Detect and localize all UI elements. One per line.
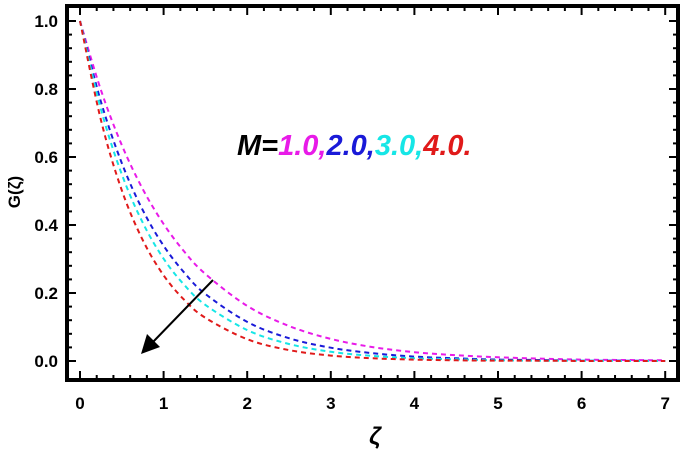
- x-tick-label: 0: [75, 394, 84, 413]
- y-tick-label: 0.4: [34, 216, 58, 235]
- y-tick-label: 1.0: [34, 12, 58, 31]
- x-tick-label: 1: [159, 394, 168, 413]
- x-axis-title: ζ: [369, 423, 382, 450]
- annotation-value-4: 4.0.: [422, 130, 471, 162]
- series-line-1: [79, 20, 666, 362]
- x-tick-label: 6: [577, 394, 586, 413]
- x-tick-label: 4: [410, 394, 420, 413]
- y-tick-label: 0.2: [34, 284, 58, 303]
- series-line-3: [79, 20, 666, 363]
- y-tick-label: 0.8: [34, 80, 58, 99]
- annotation-value-2: 2.0,: [325, 130, 374, 162]
- x-tick-labels: 0 1 2 3 4 5 6 7: [75, 394, 670, 413]
- annotation-value-3: 3.0,: [375, 130, 423, 162]
- y-axis-title: G(ζ): [5, 176, 24, 208]
- y-tick-label: 0.6: [34, 148, 58, 167]
- curves: [79, 20, 666, 363]
- annotation-value-1: 1.0,: [278, 130, 326, 162]
- y-tick-labels: 0.0 0.2 0.4 0.6 0.8 1.0: [34, 12, 58, 371]
- x-tick-label: 2: [242, 394, 251, 413]
- annotation-prefix: M=: [237, 130, 278, 162]
- x-tick-label: 7: [660, 394, 669, 413]
- annotation-text: M=1.0,2.0,3.0,4.0.: [237, 130, 472, 162]
- y-tick-label: 0.0: [34, 352, 58, 371]
- ticks: [67, 6, 678, 380]
- plot-frame: [65, 4, 680, 382]
- series-line-4: [79, 20, 666, 363]
- x-tick-label: 3: [326, 394, 335, 413]
- trend-arrow: [141, 279, 214, 354]
- x-tick-label: 5: [493, 394, 502, 413]
- series-line-2: [79, 20, 666, 362]
